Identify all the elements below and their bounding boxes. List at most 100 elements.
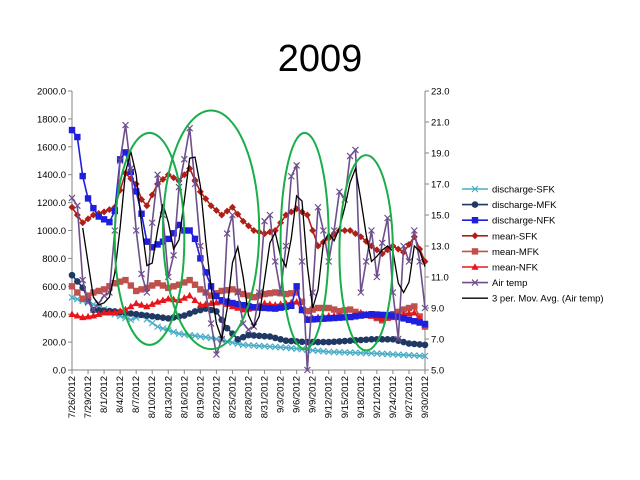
series-air-temp	[68, 121, 429, 374]
data-point	[180, 155, 188, 163]
data-point	[277, 304, 284, 311]
data-point	[373, 273, 381, 281]
x-tick-label: 7/29/2012	[83, 376, 94, 418]
data-point	[271, 343, 279, 351]
data-point	[341, 348, 349, 356]
data-point	[400, 242, 408, 250]
data-point	[368, 336, 375, 343]
data-point	[138, 270, 145, 278]
data-point	[180, 294, 188, 301]
data-point	[132, 188, 140, 195]
data-point	[191, 296, 199, 304]
data-point	[346, 227, 354, 234]
data-point	[357, 289, 365, 296]
data-point	[84, 312, 92, 320]
data-point	[100, 216, 108, 223]
data-point	[148, 219, 156, 227]
data-point	[271, 227, 279, 234]
data-point	[212, 298, 221, 306]
data-point	[95, 310, 103, 317]
data-point	[143, 302, 151, 310]
data-point	[74, 278, 81, 285]
data-point	[346, 313, 354, 321]
data-point	[416, 258, 424, 265]
data-point	[379, 311, 386, 319]
y-left-tick-label: 1800.0	[37, 114, 66, 125]
data-point	[261, 290, 268, 298]
data-point	[298, 338, 306, 346]
data-point	[127, 282, 135, 289]
x-tick-label: 8/16/2012	[179, 376, 190, 418]
data-point	[287, 172, 295, 180]
x-tick-label: 7/26/2012	[67, 376, 78, 418]
data-point	[378, 315, 386, 322]
data-point	[325, 338, 333, 346]
data-point	[84, 292, 92, 299]
data-point	[159, 325, 167, 332]
highlight-ellipse	[161, 109, 261, 351]
data-point	[218, 297, 225, 304]
data-point	[287, 337, 295, 345]
data-point	[138, 286, 145, 293]
data-point	[245, 331, 252, 339]
data-point	[335, 348, 343, 356]
data-point	[341, 227, 349, 234]
data-point	[261, 304, 268, 312]
x-tick-label: 9/27/2012	[404, 376, 415, 418]
x-tick-label: 8/22/2012	[211, 376, 222, 418]
y-right-tick-label: 13.0	[431, 242, 450, 253]
data-point	[223, 207, 231, 215]
highlight-ellipses	[113, 109, 394, 352]
data-point	[421, 304, 429, 312]
data-point	[186, 310, 193, 317]
data-point	[116, 278, 124, 285]
legend-swatch-marker	[471, 185, 479, 193]
x-tick-label: 8/7/2012	[131, 376, 142, 413]
data-point	[73, 295, 81, 303]
data-point	[405, 258, 413, 265]
data-point	[143, 289, 151, 296]
legend-item: mean-NFK	[462, 263, 539, 274]
data-point	[266, 290, 274, 297]
data-point	[68, 283, 76, 290]
data-point	[255, 342, 263, 350]
data-point	[303, 211, 311, 219]
legend-label: 3 per. Mov. Avg. (Air temp)	[492, 294, 604, 305]
data-point	[68, 203, 76, 211]
data-point	[378, 239, 386, 247]
data-point	[191, 281, 199, 288]
data-point	[213, 292, 220, 300]
data-point	[234, 289, 242, 296]
data-point	[245, 222, 252, 230]
data-point	[239, 301, 247, 309]
data-point	[368, 349, 375, 357]
y-right-tick-label: 17.0	[431, 180, 450, 191]
legend-label: mean-NFK	[492, 263, 539, 274]
x-tick-label: 9/24/2012	[388, 376, 399, 418]
y-left-tick-label: 200.0	[42, 338, 66, 349]
legend-item: discharge-MFK	[462, 200, 557, 211]
data-point	[122, 121, 129, 129]
data-point	[250, 227, 258, 234]
data-point	[357, 312, 365, 319]
data-point	[105, 206, 113, 214]
data-point	[314, 304, 322, 312]
data-point	[159, 282, 167, 289]
y-right-tick-label: 9.0	[431, 304, 444, 315]
data-point	[68, 271, 76, 279]
data-point	[352, 349, 359, 357]
data-point	[288, 290, 295, 297]
data-point	[111, 207, 118, 215]
data-point	[309, 306, 316, 313]
data-point	[68, 194, 76, 202]
data-point	[197, 255, 204, 262]
data-point	[239, 217, 247, 225]
data-point	[293, 289, 300, 296]
data-point	[159, 175, 167, 183]
data-point	[89, 306, 97, 313]
data-point	[181, 279, 188, 286]
y-right-tick-label: 19.0	[431, 149, 450, 160]
data-point	[202, 195, 210, 203]
data-point	[384, 214, 391, 222]
x-tick-label: 8/31/2012	[260, 376, 271, 418]
